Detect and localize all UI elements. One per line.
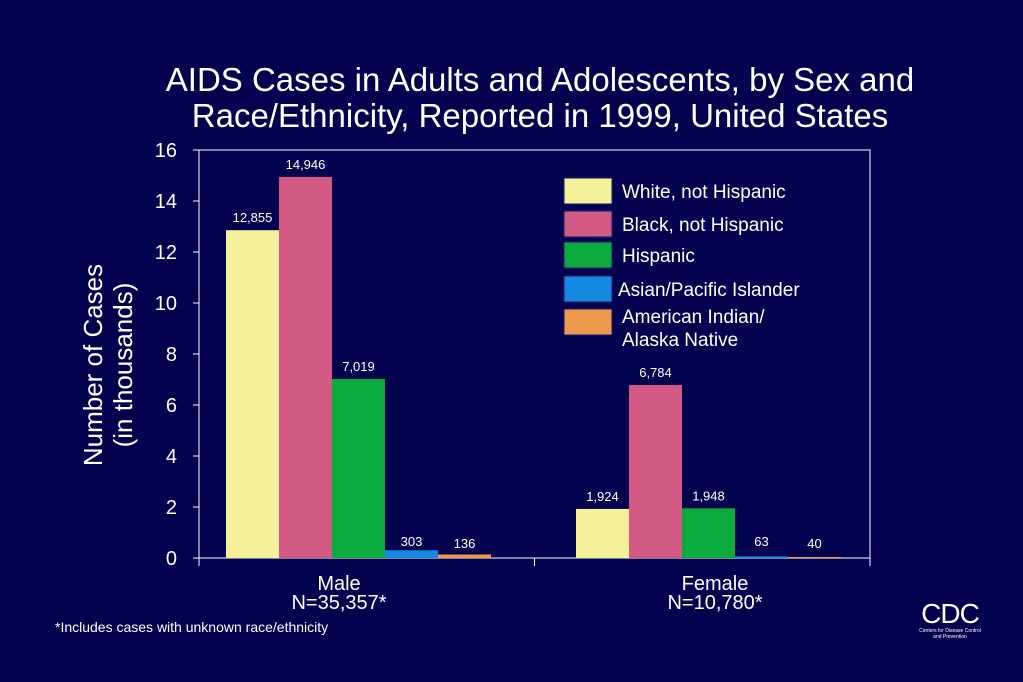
x-category-sublabel: N=35,357*: [291, 592, 386, 614]
bar: [226, 230, 279, 558]
cdc-logo-sub-line1: Centers for Disease Control: [919, 628, 981, 634]
bar: [682, 508, 735, 558]
cdc-logo: CDC Centers for Disease Control and Prev…: [910, 598, 990, 641]
legend-label: Alaska Native: [622, 330, 738, 351]
y-tick-label: 16: [155, 140, 177, 162]
legend-swatch: [563, 308, 613, 336]
bar-data-label: 40: [807, 536, 821, 551]
bar-data-label: 63: [754, 534, 768, 549]
legend-label: American Indian/: [622, 307, 765, 328]
y-tick-label: 2: [166, 497, 177, 519]
legend-swatch: [563, 177, 613, 205]
x-category-sublabel: N=10,780*: [667, 592, 762, 614]
chart-title: AIDS Cases in Adults and Adolescents, by…: [80, 62, 1000, 134]
chart-title-line2: Race/Ethnicity, Reported in 1999, United…: [191, 97, 889, 134]
bar: [279, 176, 332, 558]
bar: [438, 554, 491, 558]
cdc-logo-mark: CDC: [921, 598, 980, 629]
footnote: *Includes cases with unknown race/ethnic…: [55, 619, 329, 635]
bar-data-label: 136: [454, 536, 476, 551]
y-tick-label: 0: [166, 548, 177, 570]
x-category-label: Male: [317, 573, 360, 595]
cdc-logo-sub-line2: and Prevention: [933, 634, 967, 640]
y-tick-label: 12: [155, 242, 177, 264]
bar-data-label: 303: [401, 534, 423, 549]
bar: [629, 385, 682, 558]
y-tick-label: 14: [155, 191, 177, 213]
bar: [385, 550, 438, 558]
x-category-label: Female: [682, 573, 749, 595]
bar: [788, 556, 841, 558]
legend-label: Black, not Hispanic: [622, 215, 784, 236]
bar-data-label: 7,019: [342, 359, 375, 374]
y-tick-label: 6: [166, 395, 177, 417]
bar-data-label: 14,946: [286, 157, 326, 172]
legend-swatch: [563, 275, 613, 303]
bar: [735, 556, 788, 558]
legend-label: Hispanic: [622, 246, 695, 267]
bar-data-label: 1,948: [692, 488, 725, 503]
y-tick-label: 4: [166, 446, 177, 468]
legend-label: White, not Hispanic: [622, 182, 786, 203]
bar: [576, 508, 629, 558]
legend-swatch: [563, 241, 613, 269]
bar: [332, 379, 385, 558]
legend-label: Asian/Pacific Islander: [618, 280, 800, 301]
bar-data-label: 12,855: [233, 210, 273, 225]
y-tick-label: 8: [166, 344, 177, 366]
legend-swatch: [563, 210, 613, 238]
y-tick-label: 10: [155, 293, 177, 315]
bar-data-label: 6,784: [639, 365, 672, 380]
chart-title-line1: AIDS Cases in Adults and Adolescents, by…: [165, 61, 915, 98]
bar-data-label: 1,924: [586, 489, 619, 504]
